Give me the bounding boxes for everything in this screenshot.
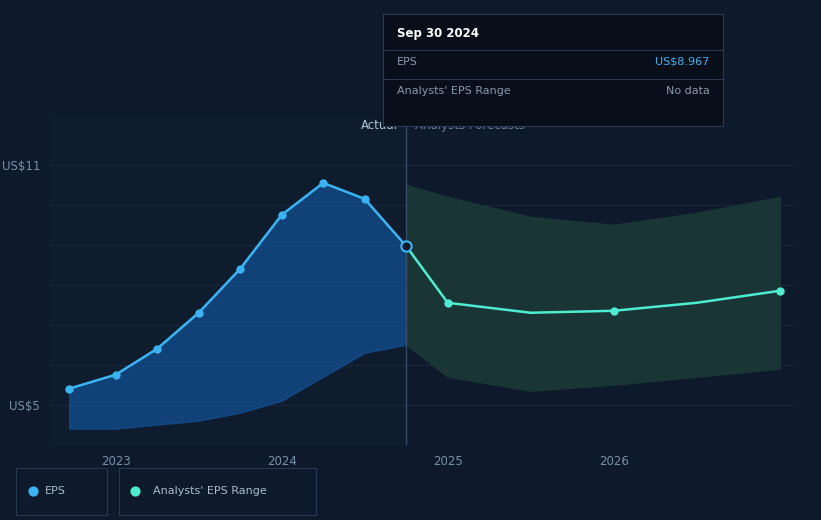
Point [400,242,413,250]
Text: EPS: EPS [397,57,418,67]
Point [234,265,247,273]
Point [608,307,621,315]
Text: No data: No data [666,86,709,96]
Text: US$8.967: US$8.967 [655,57,709,67]
Point [317,179,330,187]
Point [275,211,288,219]
Point [192,308,205,317]
Point [358,194,371,203]
Text: Actual: Actual [361,119,398,132]
Point [150,345,163,353]
Point [109,371,122,379]
Text: Analysts' EPS Range: Analysts' EPS Range [397,86,511,96]
Text: Analysts' EPS Range: Analysts' EPS Range [153,486,266,497]
Text: EPS: EPS [45,486,67,497]
Point [128,487,141,496]
Point [441,298,454,307]
Text: Analysts Forecasts: Analysts Forecasts [415,119,525,132]
Point [62,384,76,393]
Point [773,287,787,295]
Bar [49,117,406,445]
Point [26,487,39,496]
Text: Sep 30 2024: Sep 30 2024 [397,28,479,41]
